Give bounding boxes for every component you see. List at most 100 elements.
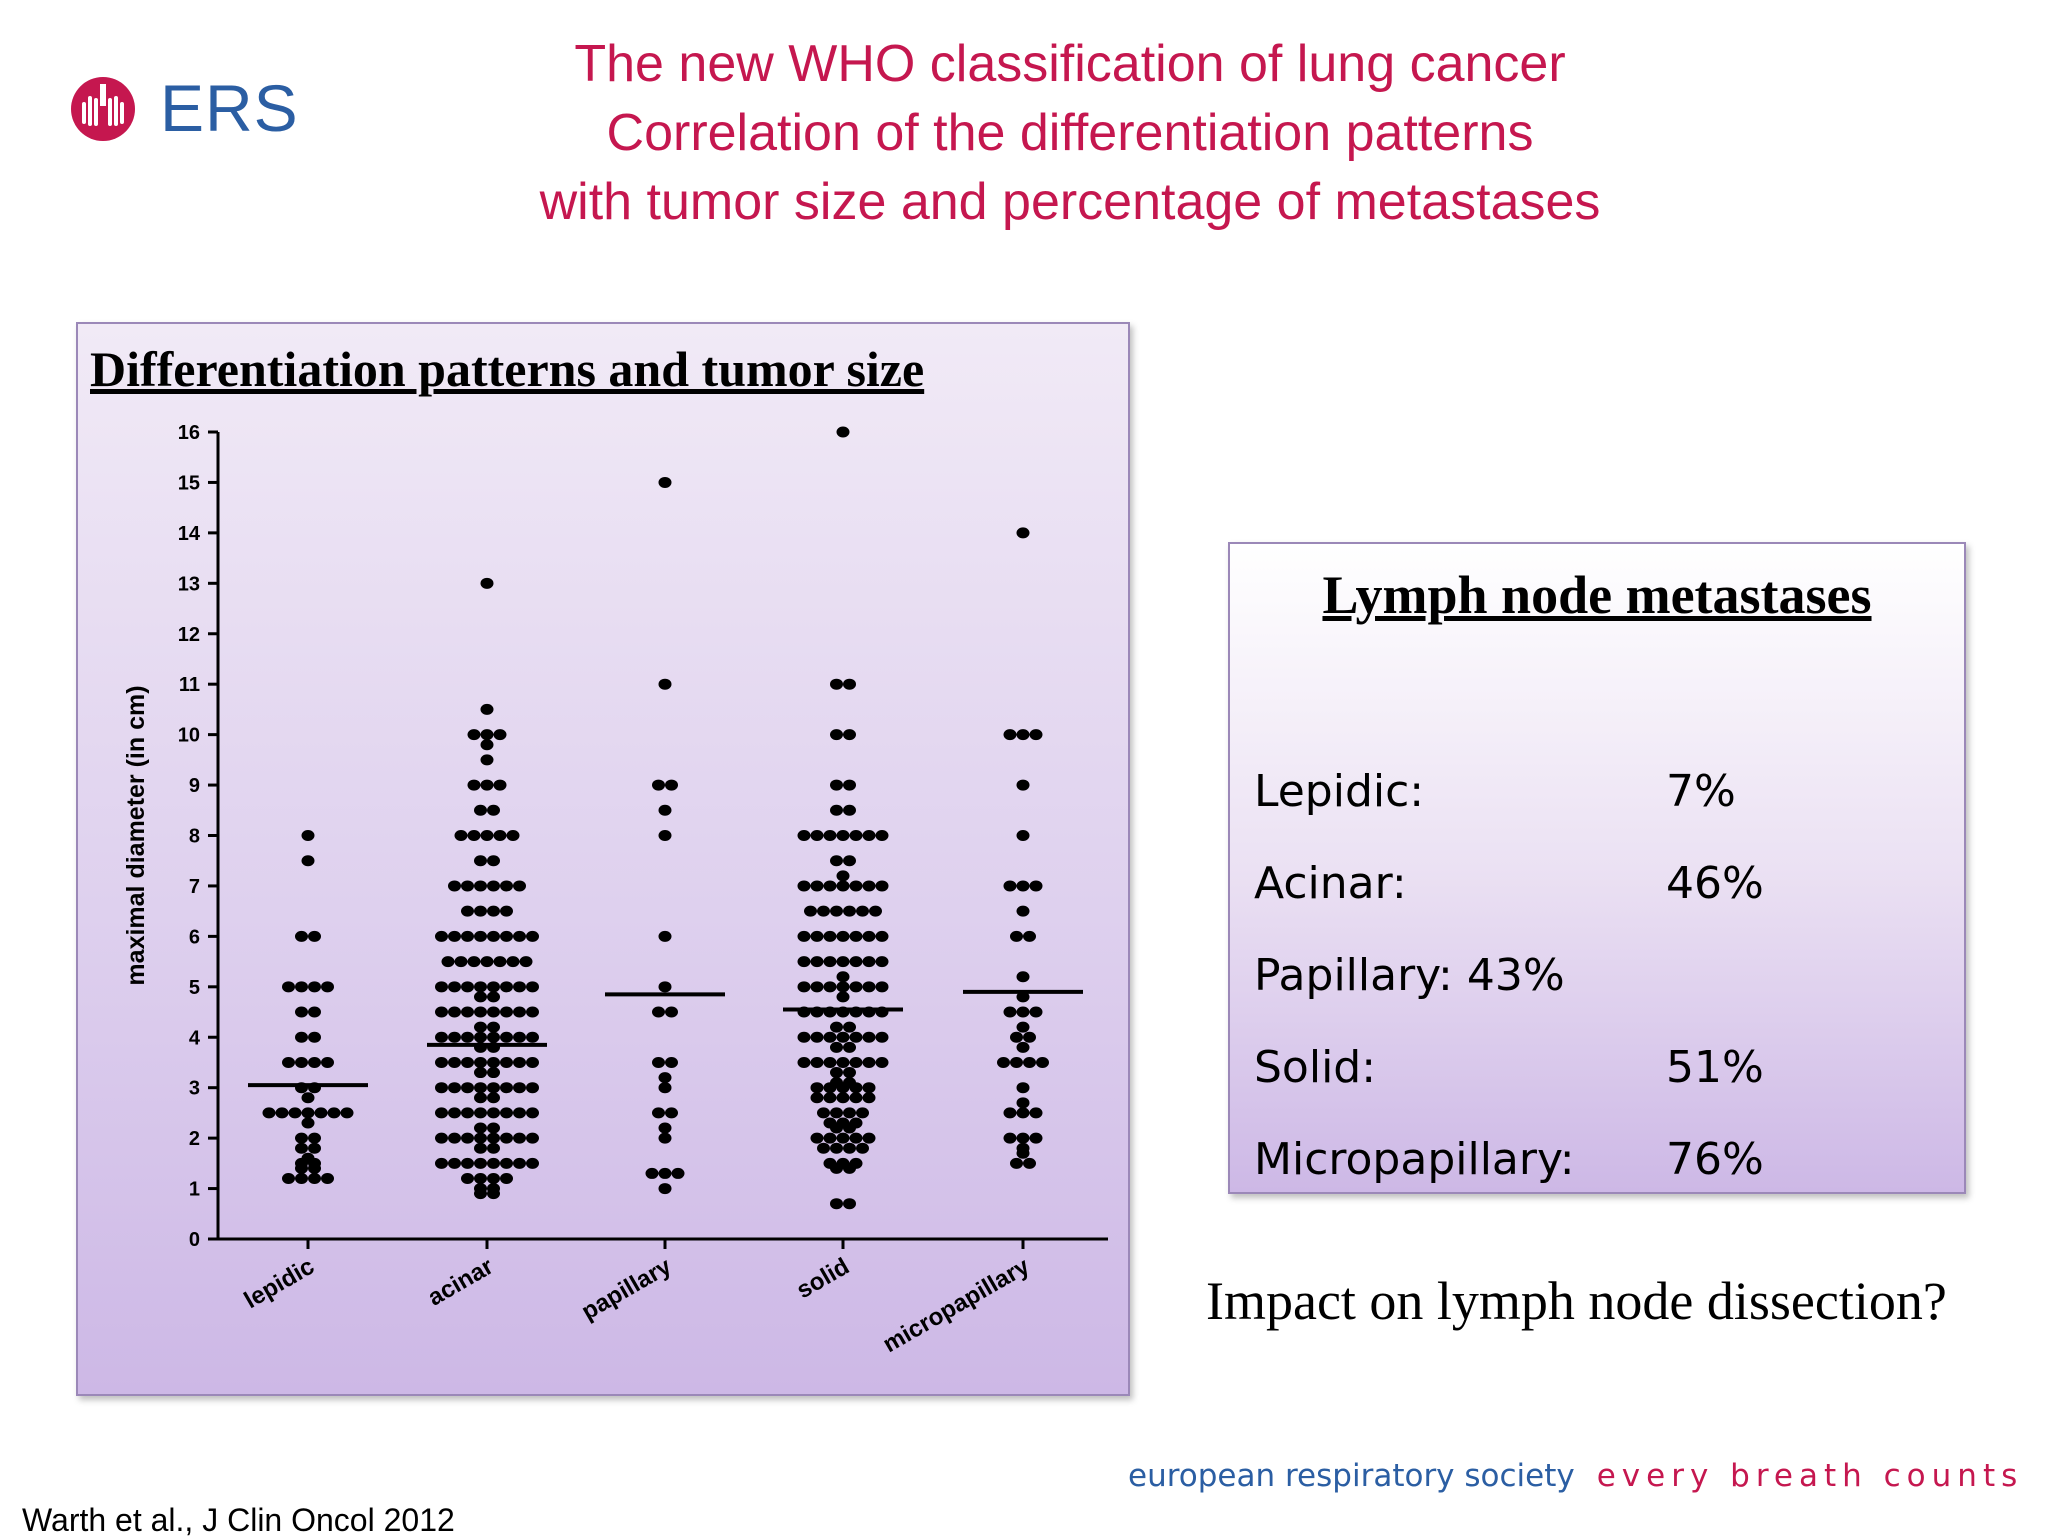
data-point: [500, 1031, 513, 1043]
data-point: [843, 1162, 856, 1174]
lymph-heading: Lymph node metastases: [1322, 565, 1872, 625]
data-point: [1016, 830, 1030, 841]
data-point: [461, 1132, 474, 1144]
data-point: [295, 1056, 308, 1068]
data-point: [836, 880, 850, 892]
title-line: The new WHO classification of lung cance…: [574, 35, 1566, 93]
data-point: [461, 1056, 474, 1068]
data-point: [513, 1006, 526, 1018]
data-point: [1016, 1132, 1030, 1144]
data-point: [843, 1122, 856, 1134]
data-point: [493, 779, 507, 791]
data-point: [843, 1107, 856, 1119]
data-point: [435, 1132, 448, 1144]
data-point: [519, 956, 533, 968]
data-point: [474, 1067, 487, 1079]
data-point: [856, 905, 869, 917]
data-point: [474, 1006, 487, 1018]
lymph-row-value: 51%: [1666, 1042, 1764, 1093]
data-point: [526, 1082, 539, 1094]
data-point: [1016, 905, 1030, 917]
data-point: [810, 880, 824, 892]
data-point: [474, 1132, 487, 1144]
data-point: [810, 930, 824, 942]
y-tick-label: 9: [189, 775, 200, 797]
data-point: [830, 678, 843, 690]
data-point: [1023, 930, 1036, 942]
data-point: [836, 426, 850, 438]
data-point: [474, 1021, 487, 1033]
data-point: [843, 1041, 856, 1053]
data-point: [308, 930, 321, 942]
data-point: [1023, 1056, 1036, 1068]
data-point: [830, 905, 843, 917]
data-point: [665, 1006, 678, 1018]
data-point: [308, 1132, 321, 1144]
data-point: [461, 1006, 474, 1018]
data-point: [474, 855, 487, 867]
data-point: [862, 1031, 876, 1043]
data-point: [461, 930, 474, 942]
y-tick-label: 1: [189, 1179, 200, 1201]
data-point: [1036, 1056, 1049, 1068]
footer-tagline: european respiratory society every breath…: [1128, 1458, 2023, 1494]
data-point: [830, 1041, 843, 1053]
data-point: [448, 1082, 461, 1094]
data-point: [526, 1132, 539, 1144]
data-point: [513, 1107, 526, 1119]
data-point: [500, 1172, 513, 1184]
slogan: every breath counts: [1596, 1458, 2024, 1494]
data-point: [448, 880, 461, 892]
data-point: [314, 1107, 328, 1119]
data-point: [830, 1021, 843, 1033]
data-point: [658, 1183, 672, 1195]
data-point: [480, 956, 494, 968]
data-point: [487, 1157, 500, 1169]
data-point: [448, 1006, 461, 1018]
data-point: [288, 1107, 302, 1119]
data-point: [474, 1157, 487, 1169]
data-point: [295, 1142, 308, 1154]
data-point: [862, 880, 876, 892]
data-point: [658, 804, 672, 816]
y-tick-label: 14: [178, 523, 201, 545]
data-point: [836, 1056, 850, 1068]
data-point: [526, 981, 539, 993]
data-point: [480, 577, 494, 589]
data-point: [500, 1157, 513, 1169]
data-point: [308, 1162, 321, 1174]
data-point: [810, 1056, 824, 1068]
data-point: [474, 905, 487, 917]
data-point: [823, 1056, 837, 1068]
data-point: [1029, 880, 1043, 892]
data-point: [480, 779, 494, 791]
data-point: [474, 991, 487, 1003]
data-point: [487, 905, 500, 917]
data-point: [435, 1006, 448, 1018]
slide-title: The new WHO classification of lung cance…: [380, 30, 1760, 237]
data-point: [843, 1021, 856, 1033]
ers-logo: ERS: [70, 72, 300, 144]
data-point: [797, 830, 811, 841]
data-point: [500, 1006, 513, 1018]
data-point: [301, 1092, 315, 1104]
data-point: [480, 729, 494, 741]
data-point: [658, 1082, 672, 1094]
data-point: [830, 855, 843, 867]
data-point: [817, 905, 830, 917]
data-point: [327, 1107, 341, 1119]
data-point: [875, 880, 889, 892]
data-point: [308, 1056, 321, 1068]
data-point: [513, 1082, 526, 1094]
data-point: [830, 1142, 843, 1154]
data-point: [862, 1082, 876, 1094]
data-point: [797, 1031, 811, 1043]
data-point: [849, 1092, 863, 1104]
data-point: [836, 1132, 850, 1144]
data-point: [295, 1172, 308, 1184]
data-point: [467, 729, 481, 741]
data-point: [652, 1107, 665, 1119]
data-point: [1023, 1157, 1036, 1169]
title-line: Correlation of the differentiation patte…: [606, 104, 1534, 162]
data-point: [1003, 1006, 1017, 1018]
